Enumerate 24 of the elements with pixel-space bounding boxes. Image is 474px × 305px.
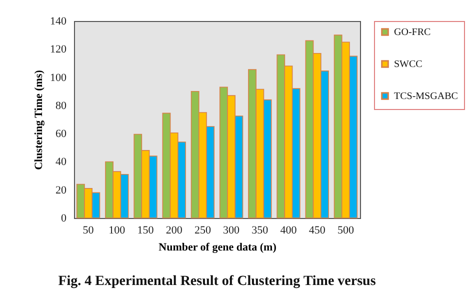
y-tick-label: 20 xyxy=(56,184,67,196)
x-tick-label: 250 xyxy=(194,224,212,236)
x-tick-label: 350 xyxy=(252,224,269,236)
x-tick-label: 450 xyxy=(308,224,326,236)
y-tick-label: 40 xyxy=(56,156,67,168)
x-tick-label: 400 xyxy=(280,224,298,236)
x-tick-label: 200 xyxy=(166,224,183,236)
y-tick-label: 80 xyxy=(56,100,67,112)
y-tick-label: 120 xyxy=(50,44,67,56)
x-axis-title: Number of gene data (m) xyxy=(158,242,277,254)
caption: Fig. 4 Experimental Result of Clustering Time versus xyxy=(58,274,376,289)
legend-label: GO-FRC xyxy=(394,27,432,38)
y-tick-label: 60 xyxy=(56,128,67,140)
y-tick-label: 100 xyxy=(50,72,67,84)
legend-label: TCS-MSGABC xyxy=(394,91,458,102)
legend-label: SWCC xyxy=(394,59,423,70)
x-tick-label: 50 xyxy=(82,224,94,236)
y-tick-label: 0 xyxy=(61,212,67,224)
y-axis-title: Clustering Time (ms) xyxy=(33,70,45,170)
y-tick-label: 140 xyxy=(50,16,67,28)
x-tick-label: 100 xyxy=(108,224,126,236)
x-tick-label: 150 xyxy=(137,224,154,236)
x-tick-label: 500 xyxy=(337,224,354,236)
x-tick-label: 300 xyxy=(223,224,240,236)
